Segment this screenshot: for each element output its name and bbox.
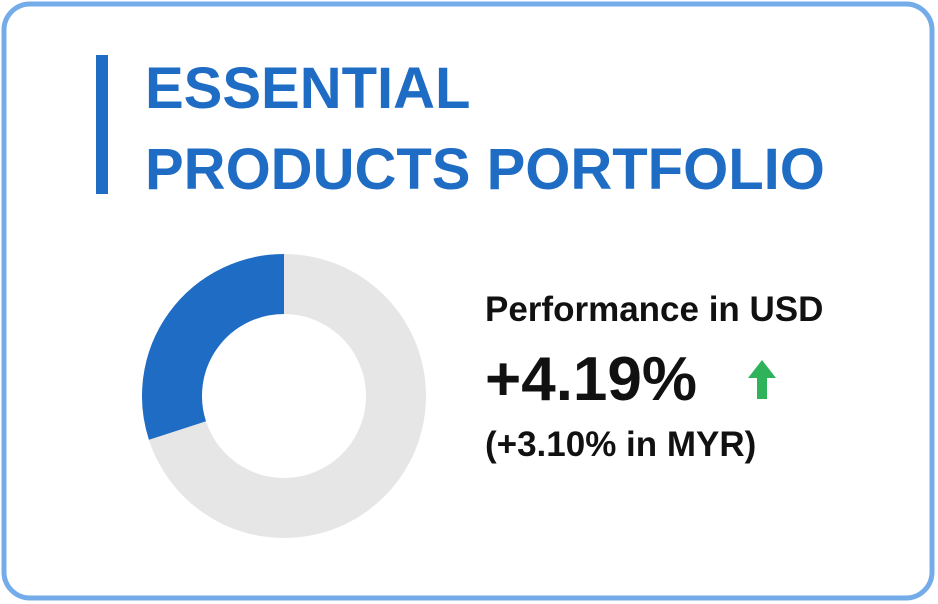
donut-segment: [142, 254, 285, 440]
performance-label: Performance in USD: [485, 290, 823, 329]
title-line: PRODUCTS PORTFOLIO: [145, 137, 825, 202]
performance-value: +4.19%: [485, 345, 697, 414]
accent-bar: [96, 55, 108, 194]
up-arrow: [748, 360, 776, 399]
arrow-icon: [748, 360, 776, 399]
title-line: ESSENTIAL: [145, 56, 471, 121]
performance-secondary: (+3.10% in MYR): [485, 425, 756, 464]
donut-chart: [142, 254, 426, 538]
donut-segment: [148, 254, 426, 538]
